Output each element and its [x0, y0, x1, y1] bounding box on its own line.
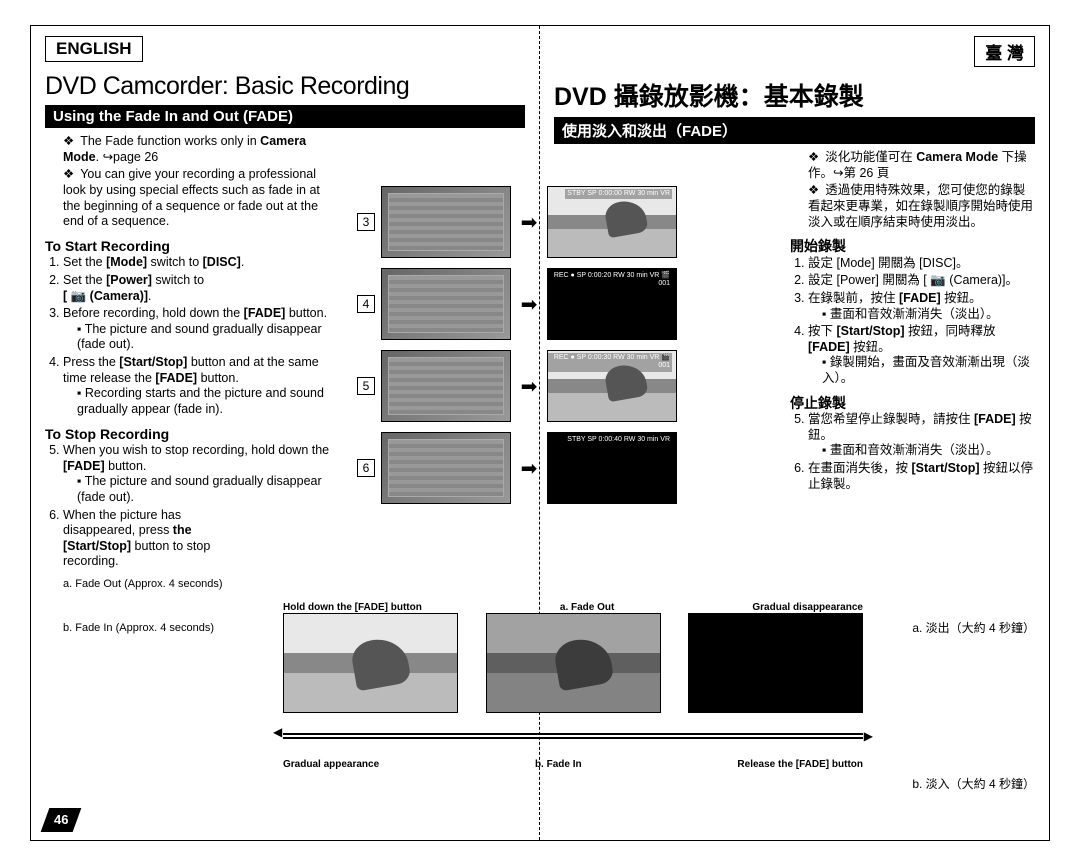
start-heading-left: To Start Recording: [45, 238, 335, 256]
camera-diagram: [381, 186, 511, 258]
lang-taiwan: 臺 灣: [974, 36, 1035, 67]
intro-right: 淡化功能僅可在 Camera Mode 下操作。↪第 26 頁 透過使用特殊效果…: [790, 150, 1035, 494]
step-num: 6: [357, 459, 375, 477]
t: You can give your recording a profession…: [63, 167, 335, 230]
camera-diagram: [381, 432, 511, 504]
title-left: DVD Camcorder: Basic Recording: [45, 72, 525, 101]
step-num: 3: [357, 213, 375, 231]
strip-label: Release the [FADE] button: [737, 759, 863, 770]
step-num: 5: [357, 377, 375, 395]
strip-label: a. Fade Out: [560, 602, 614, 613]
camera-diagram: [381, 350, 511, 422]
timeline-arrow: [283, 737, 863, 739]
page-number: 46: [41, 808, 82, 832]
b-fade-right: b. 淡入（大約 4 秒鐘）: [912, 775, 1035, 792]
intro-left: The Fade function works only in Camera M…: [45, 134, 335, 636]
strip-frame: [486, 613, 661, 713]
start-heading-right: 開始錄製: [790, 238, 1035, 256]
stop-heading-right: 停止錄製: [790, 395, 1035, 413]
stop-heading-left: To Stop Recording: [45, 426, 335, 444]
strip-label: Gradual disappearance: [752, 602, 863, 613]
t: . ↪page 26: [96, 150, 159, 164]
lang-english: ENGLISH: [45, 36, 143, 62]
title-right: DVD 攝錄放影機：基本錄製: [554, 77, 1035, 113]
fade-sequence-strip: Hold down the [FADE] button a. Fade Out …: [283, 600, 863, 770]
timeline-arrow: [283, 733, 863, 735]
arrow-icon: ➡: [515, 374, 543, 399]
section-right: 使用淡入和淡出（FADE）: [554, 117, 1035, 144]
arrow-icon: ➡: [515, 292, 543, 317]
a-fade-left: a. Fade Out (Approx. 4 seconds): [45, 578, 335, 592]
step-num: 4: [357, 295, 375, 313]
arrow-icon: ➡: [515, 210, 543, 235]
arrow-icon: ➡: [515, 456, 543, 481]
t: The Fade function works only in: [80, 134, 260, 148]
a-fade-right: a. 淡出（大約 4 秒鐘）: [912, 619, 1035, 636]
strip-label: b. Fade In: [535, 759, 582, 770]
strip-frame: [688, 613, 863, 713]
camera-diagram: [381, 268, 511, 340]
section-left: Using the Fade In and Out (FADE): [45, 105, 525, 128]
strip-frame: [283, 613, 458, 713]
strip-label: Hold down the [FADE] button: [283, 602, 422, 613]
manual-page: ENGLISH DVD Camcorder: Basic Recording U…: [30, 25, 1050, 841]
strip-label: Gradual appearance: [283, 759, 379, 770]
